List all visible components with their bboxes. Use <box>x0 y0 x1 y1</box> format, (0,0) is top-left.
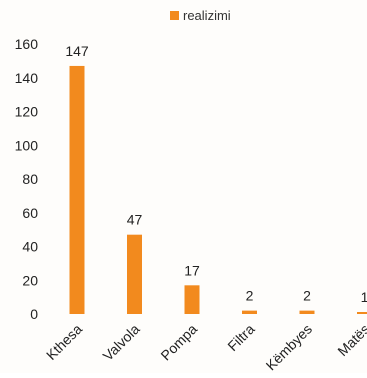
bar <box>300 311 315 314</box>
bars <box>70 66 367 314</box>
bar <box>357 312 367 314</box>
legend-label: realizimi <box>183 8 231 23</box>
y-tick-label: 20 <box>22 272 38 288</box>
x-tick-label: Kthesa <box>43 321 85 363</box>
bar <box>70 66 85 314</box>
data-label: 17 <box>184 262 200 278</box>
y-tick-label: 0 <box>30 306 38 322</box>
y-tick-label: 40 <box>22 239 38 255</box>
y-tick-label: 120 <box>15 104 39 120</box>
data-label: 1 <box>361 289 367 305</box>
x-tick-label: Pompa <box>157 321 200 364</box>
bar <box>185 285 200 314</box>
legend: realizimi <box>170 8 231 23</box>
x-tick-label: Filtra <box>224 321 257 354</box>
y-axis: 0 20 40 60 80 100 120 140 160 <box>15 36 39 322</box>
x-tick-label: Matës <box>334 321 367 359</box>
data-label: 47 <box>127 212 143 228</box>
y-tick-label: 100 <box>15 137 39 153</box>
data-label: 2 <box>303 288 311 304</box>
legend-swatch <box>170 11 179 20</box>
data-label: 2 <box>246 288 254 304</box>
y-tick-label: 80 <box>22 171 38 187</box>
x-tick-label: Këmbyes <box>263 321 316 373</box>
data-labels: 147 47 17 2 2 1 <box>65 43 367 305</box>
bar <box>127 235 142 314</box>
y-tick-label: 160 <box>15 36 39 52</box>
y-tick-label: 140 <box>15 70 39 86</box>
x-tick-label: Valvola <box>100 321 143 364</box>
y-tick-label: 60 <box>22 205 38 221</box>
data-label: 147 <box>65 43 89 59</box>
bar <box>242 311 257 314</box>
